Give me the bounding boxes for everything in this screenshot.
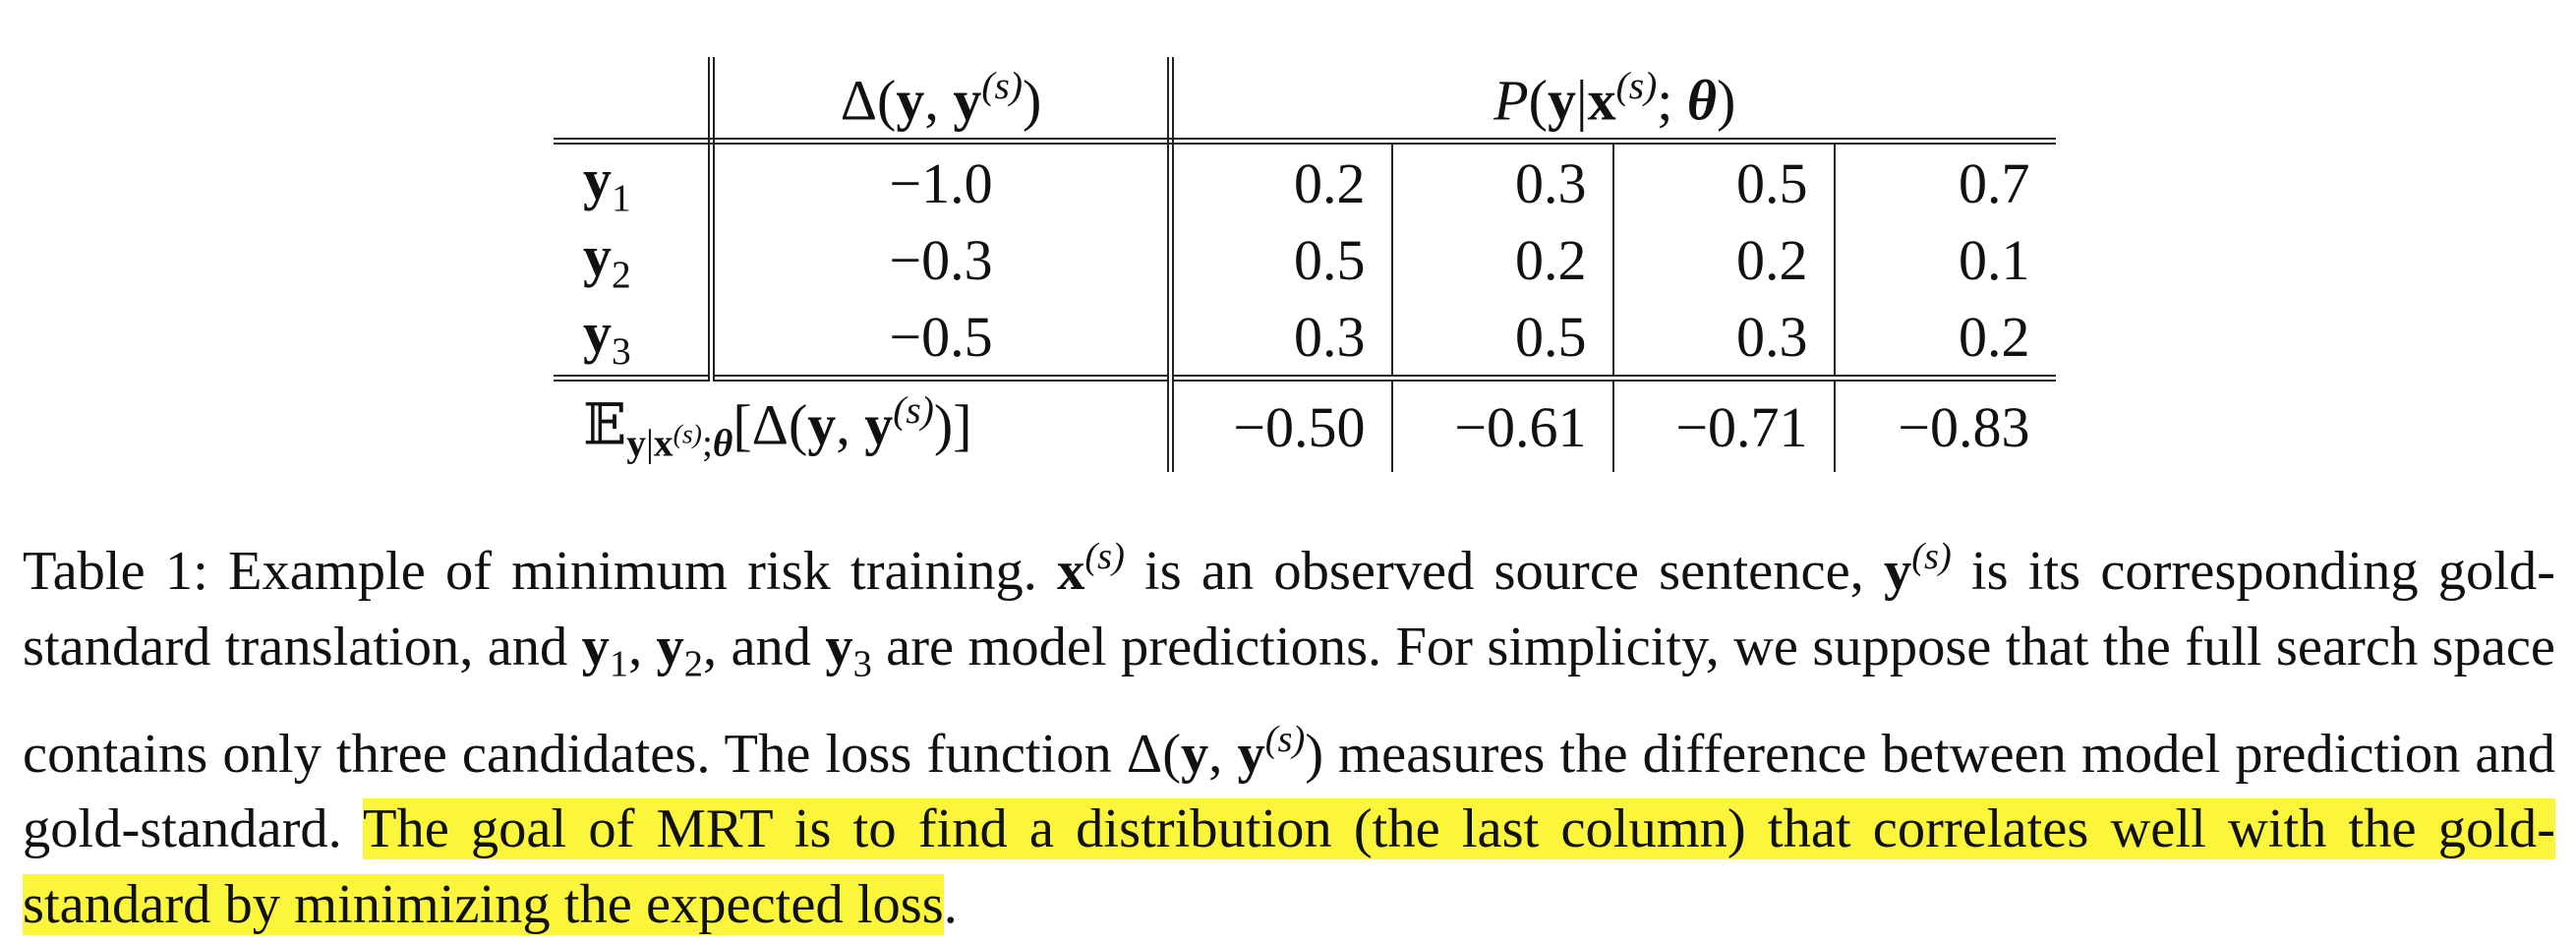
prob-cell: 0.7 [1959, 150, 2030, 215]
text-run: y [896, 69, 925, 133]
text-run: 3 [612, 328, 631, 373]
text-run: θ [1686, 69, 1717, 133]
text-run: | [645, 421, 654, 465]
expected-loss-cell: −0.50 [1170, 375, 1393, 472]
text-run: (s) [1615, 64, 1658, 108]
text-run: is an observed source sentence, [1124, 541, 1884, 603]
text-run: , and [702, 616, 826, 677]
table-body: y1 −1.0 0.2 0.3 0.5 0.7 y2 −0.3 0.5 0.2 0.2 0.1 y3 −0… [554, 141, 2056, 472]
prob-cell: 0.2 [1391, 221, 1614, 298]
page: Δ(y, y(s)) P(y|x(s); θ) y1 −1.0 0.2 0.3 0.5 0… [23, 57, 2556, 935]
text-run: y [656, 616, 684, 677]
text-run: 𝔼 [583, 392, 627, 457]
delta-cell: −1.0 [711, 141, 1174, 221]
prob-cell: 0.3 [1170, 298, 1393, 379]
text-run: 3 [852, 643, 872, 685]
text-run: y [583, 147, 612, 211]
prob-cell: 0.2 [1170, 141, 1393, 221]
text-run: is its corresponding gold-standard trans… [23, 541, 2556, 677]
text-run: ) [1022, 69, 1042, 133]
row-label: y3 [554, 298, 715, 379]
text-run: (s) [673, 419, 702, 450]
prob-cell: 0.3 [1391, 141, 1614, 221]
corner-cell [554, 57, 715, 145]
prob-cell: 0.3 [1612, 298, 1836, 379]
text-run: )] [933, 392, 972, 457]
prob-cell: 0.1 [1959, 227, 2030, 292]
header-cell: P(y|x(s); θ) [1170, 57, 2056, 145]
text-run: y [583, 223, 612, 288]
table-row: y2 −0.3 0.5 0.2 0.2 0.1 [554, 221, 2056, 298]
text-run: y [1181, 723, 1209, 785]
text-run: x [653, 421, 673, 465]
caption: Table 1: Example of minimum risk trainin… [23, 519, 2555, 942]
text-run: . [943, 873, 958, 935]
text-run: | [1575, 69, 1588, 133]
footer-label: 𝔼y|x(s);θ[Δ(y, y(s))] [554, 375, 1174, 472]
text-run: y [1883, 541, 1912, 603]
text-run: y [953, 69, 982, 133]
header-row: Δ(y, y(s)) P(y|x(s); θ) [554, 57, 2056, 145]
table: Δ(y, y(s)) P(y|x(s); θ) y1 −1.0 0.2 0.3 0.5 0… [554, 57, 2056, 472]
text-run: [Δ( [732, 392, 808, 457]
text-run: y [825, 616, 853, 677]
text-run: P [1493, 69, 1529, 133]
text-run: (s) [893, 388, 934, 433]
text-run: are model predictions. For simplicity, w… [23, 616, 2556, 785]
text-run: y [864, 392, 894, 457]
text-run: ; [1657, 69, 1687, 133]
table-row: y1 −1.0 0.2 0.3 0.5 0.7 [554, 141, 2056, 221]
text-run: y [807, 392, 837, 457]
text-run: (s) [1264, 718, 1306, 760]
text-run: , [628, 616, 657, 677]
text-run: θ [712, 421, 733, 465]
text-run: y [1237, 723, 1265, 785]
prob-cell: 0.2 [1959, 304, 2030, 369]
prob-cell: 0.5 [1391, 298, 1614, 379]
row-label: y2 [554, 221, 715, 298]
footer-row: 𝔼y|x(s);θ[Δ(y, y(s))] −0.50 −0.61 −0.71 −0.8… [554, 375, 2056, 472]
text-run: x [1057, 541, 1085, 603]
text-run: 2 [612, 252, 631, 296]
text-run: y [626, 421, 646, 465]
text-run: y [583, 300, 612, 365]
prob-cell: 0.5 [1170, 221, 1393, 298]
header-cell: Δ(y, y(s)) [711, 57, 1174, 145]
text-run: (s) [981, 64, 1023, 108]
text-run: (s) [1911, 536, 1952, 577]
row-label: y1 [554, 141, 715, 221]
text-run: x [1587, 69, 1616, 133]
delta-cell: −0.5 [711, 298, 1174, 379]
text-run: ; [701, 421, 713, 465]
text-run: 1 [612, 175, 631, 219]
expected-loss-cell: −0.61 [1391, 375, 1614, 472]
text-run: ) measures the difference between model … [23, 723, 2555, 860]
expected-loss-cell: −0.71 [1612, 375, 1836, 472]
text-run: 1 [609, 643, 629, 685]
text-run: Table 1: Example of minimum risk trainin… [23, 541, 1058, 603]
text-run: ( [1528, 69, 1548, 133]
prob-cell: 0.5 [1612, 141, 1836, 221]
text-run: 2 [683, 643, 703, 685]
text-run: , [1208, 723, 1238, 785]
text-run: (s) [1084, 536, 1125, 577]
table-row: y3 −0.5 0.3 0.5 0.3 0.2 [554, 298, 2056, 379]
delta-cell: −0.3 [711, 221, 1174, 298]
text-run: , [924, 69, 954, 133]
text-run: ) [1716, 69, 1736, 133]
expected-loss-cell: −0.83 [1834, 375, 2056, 472]
text-run: , [836, 392, 865, 457]
text-run: y [581, 616, 610, 677]
text-run: y [1547, 69, 1576, 133]
prob-cell: 0.2 [1612, 221, 1836, 298]
text-run: Δ( [840, 69, 897, 133]
